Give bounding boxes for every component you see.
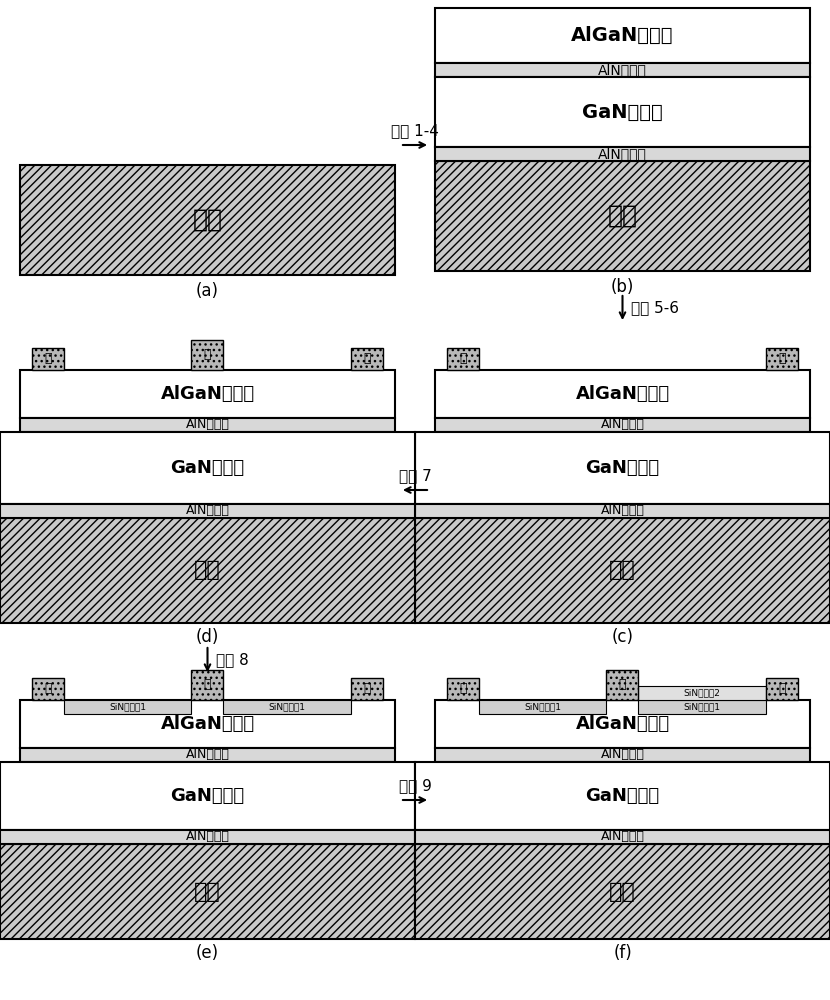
- Text: AlN成核层: AlN成核层: [186, 830, 229, 844]
- Text: AlN成核层: AlN成核层: [186, 504, 229, 518]
- Text: SiN钒化层1: SiN钒化层1: [109, 702, 146, 712]
- Bar: [20, 165, 395, 275]
- Text: 栏: 栏: [203, 349, 211, 361]
- Text: 漏: 漏: [364, 682, 371, 696]
- Text: AlGaN势垒层: AlGaN势垒层: [160, 715, 255, 733]
- Text: 源: 源: [459, 353, 466, 365]
- Bar: [435, 77, 810, 147]
- Text: SiN钒化层2: SiN钒化层2: [684, 688, 720, 698]
- Bar: [435, 161, 810, 271]
- Bar: [638, 686, 766, 700]
- Bar: [20, 700, 395, 748]
- Bar: [415, 830, 830, 844]
- Bar: [415, 844, 830, 939]
- Text: 步骤 9: 步骤 9: [398, 778, 432, 794]
- Text: SiN钒化层1: SiN钒化层1: [268, 702, 305, 712]
- Bar: [435, 700, 810, 748]
- Text: 衬底: 衬底: [194, 882, 221, 902]
- Bar: [20, 418, 395, 432]
- Text: 步骤 7: 步骤 7: [398, 468, 432, 484]
- Bar: [191, 340, 223, 370]
- Text: 衬底: 衬底: [609, 560, 636, 580]
- Text: AlN插入层: AlN插入层: [186, 418, 229, 432]
- Text: 源: 源: [44, 353, 51, 365]
- Text: 漏: 漏: [364, 353, 371, 365]
- Bar: [435, 370, 810, 418]
- Text: AlGaN势垒层: AlGaN势垒层: [571, 26, 674, 45]
- Bar: [32, 678, 64, 700]
- Text: 步骤 8: 步骤 8: [216, 652, 248, 668]
- Bar: [415, 504, 830, 518]
- Text: 步骤 5-6: 步骤 5-6: [631, 300, 678, 316]
- Bar: [351, 678, 383, 700]
- Bar: [0, 504, 415, 518]
- Text: 源: 源: [44, 682, 51, 696]
- Bar: [766, 678, 798, 700]
- Text: SiN钒化层1: SiN钒化层1: [683, 702, 720, 712]
- Text: AlN成核层: AlN成核层: [601, 830, 644, 844]
- Bar: [415, 762, 830, 830]
- Text: 栏: 栏: [618, 678, 626, 692]
- Text: (b): (b): [611, 278, 634, 296]
- Bar: [20, 748, 395, 762]
- Text: (e): (e): [196, 944, 219, 962]
- Bar: [638, 700, 766, 714]
- Text: 衬底: 衬底: [608, 204, 637, 228]
- Text: AlGaN势垒层: AlGaN势垒层: [575, 385, 670, 403]
- Bar: [0, 432, 415, 504]
- Bar: [0, 518, 415, 623]
- Bar: [0, 762, 415, 830]
- Bar: [0, 844, 415, 939]
- Bar: [435, 418, 810, 432]
- Bar: [191, 670, 223, 700]
- Text: (c): (c): [612, 628, 633, 646]
- Bar: [20, 370, 395, 418]
- Text: 栏: 栏: [203, 678, 211, 692]
- Bar: [415, 432, 830, 504]
- Text: (f): (f): [613, 944, 632, 962]
- Bar: [435, 8, 810, 63]
- Text: 衬底: 衬底: [609, 882, 636, 902]
- Bar: [223, 700, 351, 714]
- Text: AlGaN势垒层: AlGaN势垒层: [575, 715, 670, 733]
- Bar: [0, 830, 415, 844]
- Bar: [351, 348, 383, 370]
- Text: GaN缓冲层: GaN缓冲层: [585, 459, 660, 477]
- Text: 漏: 漏: [779, 682, 786, 696]
- Text: (d): (d): [196, 628, 219, 646]
- Text: 衬底: 衬底: [193, 208, 222, 232]
- Text: AlN插入层: AlN插入层: [186, 748, 229, 762]
- Text: (a): (a): [196, 282, 219, 300]
- Text: 源: 源: [459, 682, 466, 696]
- Bar: [447, 678, 479, 700]
- Bar: [435, 63, 810, 77]
- Text: 漏: 漏: [779, 353, 786, 365]
- Text: GaN缓冲层: GaN缓冲层: [170, 787, 245, 805]
- Bar: [64, 700, 191, 714]
- Text: AlN插入层: AlN插入层: [598, 63, 647, 77]
- Text: 步骤 1-4: 步骤 1-4: [391, 123, 439, 138]
- Text: GaN缓冲层: GaN缓冲层: [585, 787, 660, 805]
- Bar: [447, 348, 479, 370]
- Bar: [766, 348, 798, 370]
- Text: AlGaN势垒层: AlGaN势垒层: [160, 385, 255, 403]
- Bar: [32, 348, 64, 370]
- Text: AlN成核层: AlN成核层: [598, 147, 647, 161]
- Bar: [435, 147, 810, 161]
- Text: AlN插入层: AlN插入层: [601, 418, 644, 432]
- Text: GaN缓冲层: GaN缓冲层: [170, 459, 245, 477]
- Bar: [479, 700, 606, 714]
- Text: SiN钒化层1: SiN钒化层1: [524, 702, 561, 712]
- Bar: [606, 670, 638, 700]
- Text: AlN成核层: AlN成核层: [601, 504, 644, 518]
- Text: AlN插入层: AlN插入层: [601, 748, 644, 762]
- Bar: [415, 518, 830, 623]
- Text: 衬底: 衬底: [194, 560, 221, 580]
- Text: GaN缓冲层: GaN缓冲层: [582, 103, 663, 121]
- Bar: [435, 748, 810, 762]
